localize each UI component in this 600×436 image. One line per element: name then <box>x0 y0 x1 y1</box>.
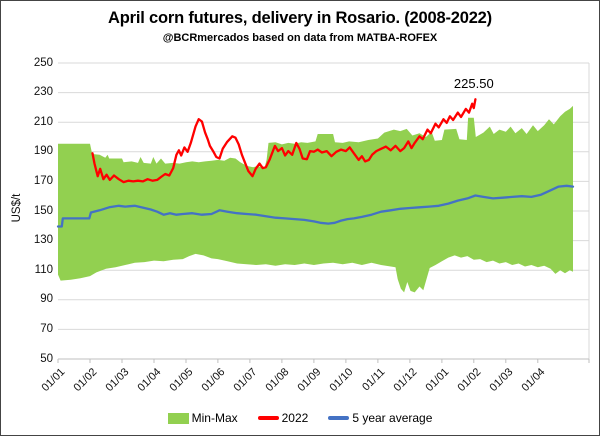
legend-item-min-max: Min-Max <box>167 411 238 425</box>
legend-label: 2022 <box>281 411 309 425</box>
legend-line-swatch <box>328 416 350 420</box>
minmax-band <box>58 105 573 293</box>
legend-label: Min-Max <box>191 411 238 425</box>
y-tick-label: 150 <box>33 204 53 217</box>
y-tick-label: 210 <box>33 115 53 128</box>
y-tick-label: 110 <box>34 263 53 276</box>
legend-line-swatch <box>257 416 279 420</box>
series-2022 <box>91 98 477 184</box>
legend-item-5-year-average: 5 year average <box>328 411 432 425</box>
chart-subtitle: @BCRmercados based on data from MATBA-RO… <box>162 32 438 44</box>
last-value-annotation: 225.50 <box>453 76 494 91</box>
legend: Min-Max 2022 5 year average <box>1 411 599 425</box>
legend-label: 5 year average <box>352 411 433 425</box>
series-5-year-average <box>56 184 575 228</box>
y-tick-label: 170 <box>33 174 53 187</box>
y-tick-label: 250 <box>33 56 53 69</box>
y-tick-label: 90 <box>40 293 53 306</box>
chart-title: April corn futures, delivery in Rosario.… <box>108 9 492 27</box>
y-tick-label: 70 <box>40 322 53 335</box>
legend-item-2022: 2022 <box>257 411 309 425</box>
legend-area-swatch <box>167 412 189 424</box>
y-tick-label: 50 <box>40 352 53 365</box>
y-tick-label: 130 <box>33 234 53 247</box>
y-tick-label: 190 <box>33 145 53 158</box>
y-tick-label: 230 <box>33 86 53 99</box>
